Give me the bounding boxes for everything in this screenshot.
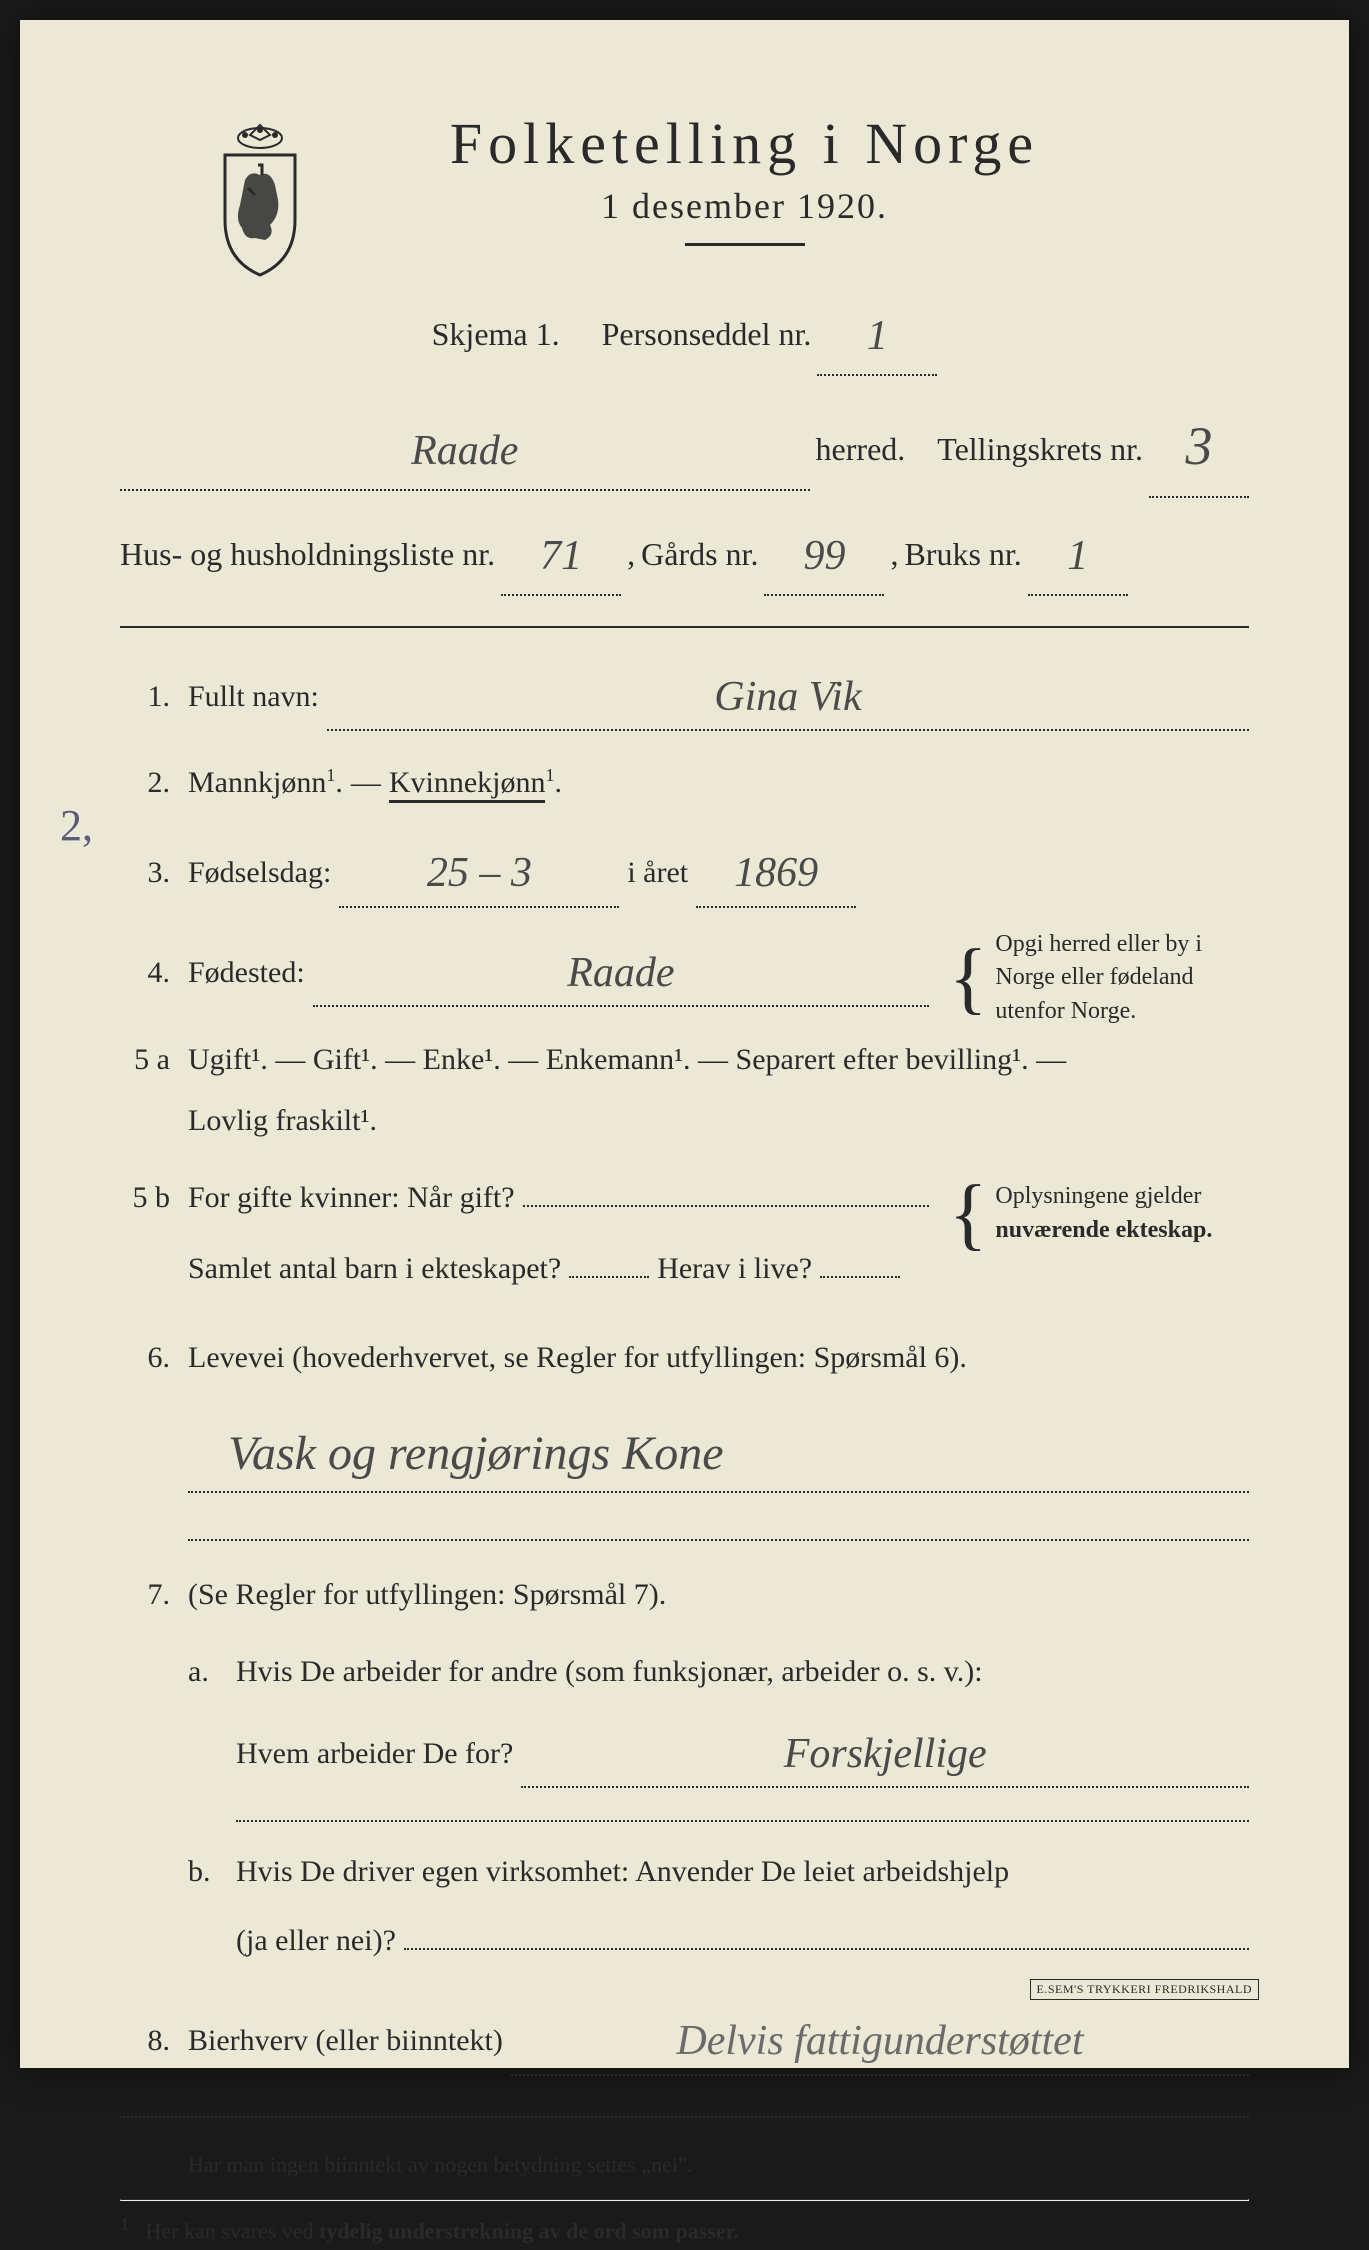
subtitle: 1 desember 1920. bbox=[360, 185, 1129, 227]
footnote-2: 1 Her kan svares ved tydelig understrekn… bbox=[120, 2209, 1249, 2250]
q2-dash: — bbox=[351, 757, 381, 808]
q7b-blank bbox=[404, 1948, 1249, 1950]
herred-value: Raade bbox=[120, 405, 810, 491]
q7b-text2: (ja eller nei)? bbox=[236, 1915, 396, 1966]
meta-row-husliste: Hus- og husholdningsliste nr. 71 , Gårds… bbox=[120, 510, 1249, 596]
q3-year-label: i året bbox=[627, 847, 688, 898]
q8-num: 8. bbox=[120, 2015, 170, 2066]
q4-value: Raade bbox=[313, 934, 929, 1007]
title-rule bbox=[685, 243, 805, 246]
q8-blank bbox=[120, 2102, 1249, 2118]
personseddel-value: 1 bbox=[817, 290, 937, 376]
q7-label: (Se Regler for utfyllingen: Spørsmål 7). bbox=[188, 1569, 666, 1620]
question-7: 7. (Se Regler for utfyllingen: Spørsmål … bbox=[120, 1569, 1249, 1620]
bruks-label: Bruks nr. bbox=[904, 522, 1021, 586]
q6-label: Levevei (hovederhvervet, se Regler for u… bbox=[188, 1332, 1249, 1383]
herred-label: herred. bbox=[816, 417, 906, 481]
printer-mark: E.SEM'S TRYKKERI FREDRIKSHALD bbox=[1030, 1979, 1259, 2000]
q4-num: 4. bbox=[120, 947, 170, 998]
question-1: 1. Fullt navn: Gina Vik bbox=[120, 658, 1249, 731]
q6-answer: Vask og rengjørings Kone bbox=[188, 1409, 1249, 1493]
q4-note-wrap: { Opgi herred eller by i Norge eller fød… bbox=[949, 928, 1249, 1029]
q7a-text2: Hvem arbeider De for? bbox=[236, 1728, 513, 1779]
q1-num: 1. bbox=[120, 671, 170, 722]
q5b-blank3 bbox=[820, 1276, 900, 1278]
q5a-opts2: Lovlig fraskilt¹. bbox=[188, 1095, 1249, 1146]
q2-num: 2. bbox=[120, 757, 170, 808]
question-7a: a. Hvis De arbeider for andre (som funks… bbox=[188, 1646, 1249, 1822]
footnote-1: Har man ingen biinntekt av nogen betydni… bbox=[188, 2146, 1249, 2183]
q6-num: 6. bbox=[120, 1332, 170, 1383]
brace-icon: { bbox=[949, 1182, 987, 1246]
gards-label: Gårds nr. bbox=[641, 522, 758, 586]
brace-icon: { bbox=[949, 946, 987, 1010]
q5b-note: Oplysningene gjelder nuværende ekteskap. bbox=[995, 1180, 1249, 1247]
q3-day: 25 – 3 bbox=[339, 834, 619, 907]
footnote-separator bbox=[120, 2199, 1249, 2201]
q5b-line2a: Samlet antal barn i ekteskapet? bbox=[188, 1243, 561, 1294]
q4-note: Opgi herred eller by i Norge eller fødel… bbox=[995, 928, 1249, 1029]
husliste-value: 71 bbox=[501, 510, 621, 596]
q8-value: Delvis fattigunderstøttet bbox=[511, 2002, 1249, 2075]
form-header: Folketelling i Norge 1 desember 1920. bbox=[200, 110, 1249, 280]
meta-row-skjema: Skjema 1. Personseddel nr. 1 bbox=[120, 290, 1249, 376]
questions-block: 1. Fullt navn: Gina Vik 2. Mannkjønn1. —… bbox=[120, 658, 1249, 2250]
q5a-opts: Ugift¹. — Gift¹. — Enke¹. — Enkemann¹. —… bbox=[188, 1033, 1249, 1087]
q7-num: 7. bbox=[120, 1569, 170, 1620]
husliste-label: Hus- og husholdningsliste nr. bbox=[120, 522, 495, 586]
q5b-line2b: Herav i live? bbox=[657, 1243, 812, 1294]
q2-female: Kvinnekjønn1. bbox=[389, 757, 562, 808]
q5b-note-wrap: { Oplysningene gjelder nuværende ekteska… bbox=[949, 1180, 1249, 1247]
personseddel-label: Personseddel nr. bbox=[602, 302, 812, 366]
question-5b: 5 b For gifte kvinner: Når gift? Samlet … bbox=[120, 1172, 1249, 1306]
q3-num: 3. bbox=[120, 847, 170, 898]
question-6: 6. Levevei (hovederhvervet, se Regler fo… bbox=[120, 1332, 1249, 1383]
q7a-letter: a. bbox=[188, 1646, 218, 1697]
question-3: 3. Fødselsdag: 25 – 3 i året 1869 bbox=[120, 834, 1249, 907]
q7a-blank bbox=[236, 1806, 1249, 1822]
q1-value: Gina Vik bbox=[327, 658, 1249, 731]
q5b-blank1 bbox=[523, 1205, 929, 1207]
form-label: Skjema 1. bbox=[432, 302, 560, 366]
question-7b: b. Hvis De driver egen virksomhet: Anven… bbox=[188, 1846, 1249, 1978]
q5b-num: 5 b bbox=[120, 1172, 170, 1223]
q5b-blank2 bbox=[569, 1276, 649, 1278]
census-form-page: 2, Folketelling i Norge 1 desember 1920.… bbox=[20, 20, 1349, 2068]
bruks-value: 1 bbox=[1028, 510, 1128, 596]
q7a-text1: Hvis De arbeider for andre (som funksjon… bbox=[236, 1646, 1249, 1697]
q3-year: 1869 bbox=[696, 834, 856, 907]
q7b-letter: b. bbox=[188, 1846, 218, 1897]
section-divider bbox=[120, 626, 1249, 628]
margin-annotation: 2, bbox=[60, 800, 93, 851]
q3-label: Fødselsdag: bbox=[188, 847, 331, 898]
gards-value: 99 bbox=[764, 510, 884, 596]
tellingskrets-value: 3 bbox=[1149, 388, 1249, 498]
q8-label: Bierhverv (eller biinntekt) bbox=[188, 2015, 503, 2066]
coat-of-arms-icon bbox=[200, 120, 320, 280]
title-block: Folketelling i Norge 1 desember 1920. bbox=[360, 110, 1249, 276]
main-title: Folketelling i Norge bbox=[360, 110, 1129, 177]
q7b-text1: Hvis De driver egen virksomhet: Anvender… bbox=[236, 1846, 1249, 1897]
question-8: 8. Bierhverv (eller biinntekt) Delvis fa… bbox=[120, 2002, 1249, 2075]
question-5a: 5 a Ugift¹. — Gift¹. — Enke¹. — Enkemann… bbox=[120, 1033, 1249, 1146]
q5b-line1a: For gifte kvinner: Når gift? bbox=[188, 1172, 515, 1223]
q5a-num: 5 a bbox=[120, 1034, 170, 1085]
q1-label: Fullt navn: bbox=[188, 671, 319, 722]
meta-row-herred: Raade herred. Tellingskrets nr. 3 bbox=[120, 388, 1249, 498]
q4-label: Fødested: bbox=[188, 947, 305, 998]
q7a-value: Forskjellige bbox=[521, 1715, 1249, 1788]
q6-blank bbox=[188, 1521, 1249, 1541]
q2-male: Mannkjønn1. bbox=[188, 757, 343, 808]
meta-section: Skjema 1. Personseddel nr. 1 Raade herre… bbox=[120, 290, 1249, 596]
question-2: 2. Mannkjønn1. — Kvinnekjønn1. bbox=[120, 757, 1249, 808]
tellingskrets-label: Tellingskrets nr. bbox=[937, 417, 1143, 481]
question-4: 4. Fødested: Raade { Opgi herred eller b… bbox=[120, 934, 1249, 1007]
